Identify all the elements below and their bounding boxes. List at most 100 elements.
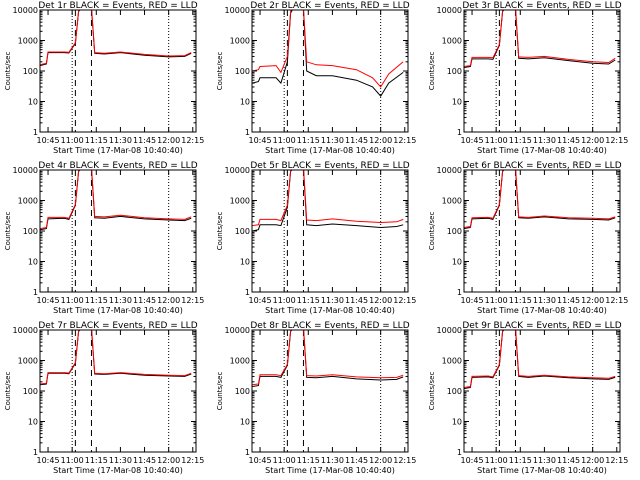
x-tick-label: 11:30 [321, 136, 344, 145]
x-axis-title: Start Time (17-Mar-08 10:40:40) [53, 466, 183, 475]
y-tick-label: 1 [245, 288, 250, 297]
x-axis-title: Start Time (17-Mar-08 10:40:40) [265, 146, 395, 155]
y-axis-title: Counts/sec [216, 372, 224, 411]
x-tick-label: 11:30 [321, 456, 344, 465]
y-tick-label: 100 [235, 67, 250, 76]
x-tick-label: 12:00 [157, 296, 180, 305]
series-line-lld [464, 170, 616, 228]
x-tick-label: 10:45 [37, 296, 60, 305]
series-line-lld [252, 10, 404, 88]
x-tick-label: 11:15 [297, 136, 320, 145]
x-tick-label: 11:00 [61, 296, 84, 305]
panel-title: Det 1r BLACK = Events, RED = LLD [38, 1, 197, 11]
series-line-events [252, 330, 404, 387]
y-tick-label: 10 [452, 418, 462, 427]
y-tick-label: 1000 [18, 357, 38, 366]
series-line-lld [252, 330, 404, 386]
x-axis-title: Start Time (17-Mar-08 10:40:40) [53, 146, 183, 155]
y-tick-label: 10 [452, 98, 462, 107]
detector-panel-8: Det 8r BLACK = Events, RED = LLD 1 10 100 10… [216, 321, 416, 475]
detector-panel-7: Det 7r BLACK = Events, RED = LLD 1 10 100 10… [4, 321, 204, 475]
y-tick-label: 1000 [18, 37, 38, 46]
plot-frame [251, 9, 409, 133]
y-tick-label: 100 [447, 227, 462, 236]
x-tick-label: 11:30 [109, 136, 132, 145]
plot-frame [251, 169, 409, 293]
y-tick-label: 100 [23, 227, 38, 236]
x-tick-label: 11:15 [85, 136, 108, 145]
x-tick-label: 10:45 [249, 136, 272, 145]
x-tick-label: 11:15 [297, 296, 320, 305]
y-axis-title: Counts/sec [428, 212, 436, 251]
x-tick-label: 11:00 [61, 136, 84, 145]
x-tick-label: 11:00 [273, 456, 296, 465]
series-line-events [464, 330, 616, 390]
x-tick-label: 10:45 [37, 456, 60, 465]
y-tick-label: 1 [33, 128, 38, 137]
x-tick-label: 12:15 [393, 136, 416, 145]
panel-title: Det 5r BLACK = Events, RED = LLD [250, 161, 409, 171]
series-line-lld [40, 170, 192, 230]
x-tick-label: 11:45 [345, 136, 368, 145]
detector-panel-6: Det 6r BLACK = Events, RED = LLD 1 10 100 10… [428, 161, 628, 315]
plot-frame [39, 329, 197, 453]
x-tick-label: 12:00 [581, 456, 604, 465]
detector-panel-5: Det 5r BLACK = Events, RED = LLD 1 10 100 10… [216, 161, 416, 315]
x-tick-label: 12:15 [181, 296, 204, 305]
x-axis-title: Start Time (17-Mar-08 10:40:40) [53, 306, 183, 315]
y-tick-label: 100 [235, 387, 250, 396]
x-tick-label: 12:15 [605, 136, 628, 145]
series-line-events [40, 170, 192, 231]
x-tick-label: 12:15 [393, 456, 416, 465]
x-tick-label: 12:15 [605, 296, 628, 305]
x-tick-label: 11:30 [321, 296, 344, 305]
panel-title: Det 2r BLACK = Events, RED = LLD [250, 1, 409, 11]
y-tick-label: 1000 [18, 197, 38, 206]
plot-frame [39, 9, 197, 133]
panel-title: Det 3r BLACK = Events, RED = LLD [462, 1, 621, 11]
detector-panel-3: Det 3r BLACK = Events, RED = LLD 1 10 100 10… [428, 1, 628, 155]
x-tick-label: 11:00 [485, 456, 508, 465]
x-tick-label: 12:00 [369, 136, 392, 145]
x-tick-label: 11:45 [557, 136, 580, 145]
y-tick-label: 10000 [225, 6, 250, 15]
y-tick-label: 1 [245, 448, 250, 457]
y-tick-label: 10000 [13, 6, 38, 15]
plot-frame [39, 169, 197, 293]
series-line-events [464, 170, 616, 230]
x-tick-label: 10:45 [461, 456, 484, 465]
x-tick-label: 12:00 [369, 296, 392, 305]
y-axis-title: Counts/sec [428, 372, 436, 411]
y-tick-label: 1 [457, 288, 462, 297]
y-axis-title: Counts/sec [4, 52, 12, 91]
y-axis-title: Counts/sec [428, 52, 436, 91]
x-tick-label: 11:15 [297, 456, 320, 465]
x-tick-label: 12:00 [157, 136, 180, 145]
x-tick-label: 11:30 [533, 296, 556, 305]
x-tick-label: 11:15 [509, 456, 532, 465]
detector-panel-9: Det 9r BLACK = Events, RED = LLD 1 10 100 10… [428, 321, 628, 475]
x-tick-label: 11:45 [345, 296, 368, 305]
x-tick-label: 12:15 [393, 296, 416, 305]
series-line-events [464, 10, 616, 68]
x-tick-label: 11:45 [557, 456, 580, 465]
y-tick-label: 10000 [437, 6, 462, 15]
y-axis-title: Counts/sec [216, 212, 224, 251]
y-tick-label: 10000 [437, 326, 462, 335]
y-axis-title: Counts/sec [4, 372, 12, 411]
x-tick-label: 11:15 [85, 296, 108, 305]
y-tick-label: 10 [28, 418, 38, 427]
x-tick-label: 11:30 [533, 136, 556, 145]
y-tick-label: 100 [447, 67, 462, 76]
series-line-lld [464, 330, 616, 388]
x-tick-label: 11:00 [61, 456, 84, 465]
x-tick-label: 11:30 [533, 456, 556, 465]
y-tick-label: 10 [240, 418, 250, 427]
x-tick-label: 11:45 [557, 296, 580, 305]
x-tick-label: 12:00 [581, 296, 604, 305]
x-axis-title: Start Time (17-Mar-08 10:40:40) [477, 306, 607, 315]
y-tick-label: 1000 [230, 37, 250, 46]
detector-panel-4: Det 4r BLACK = Events, RED = LLD 1 10 100 10… [4, 161, 204, 315]
series-line-events [40, 10, 192, 67]
y-tick-label: 1000 [230, 357, 250, 366]
